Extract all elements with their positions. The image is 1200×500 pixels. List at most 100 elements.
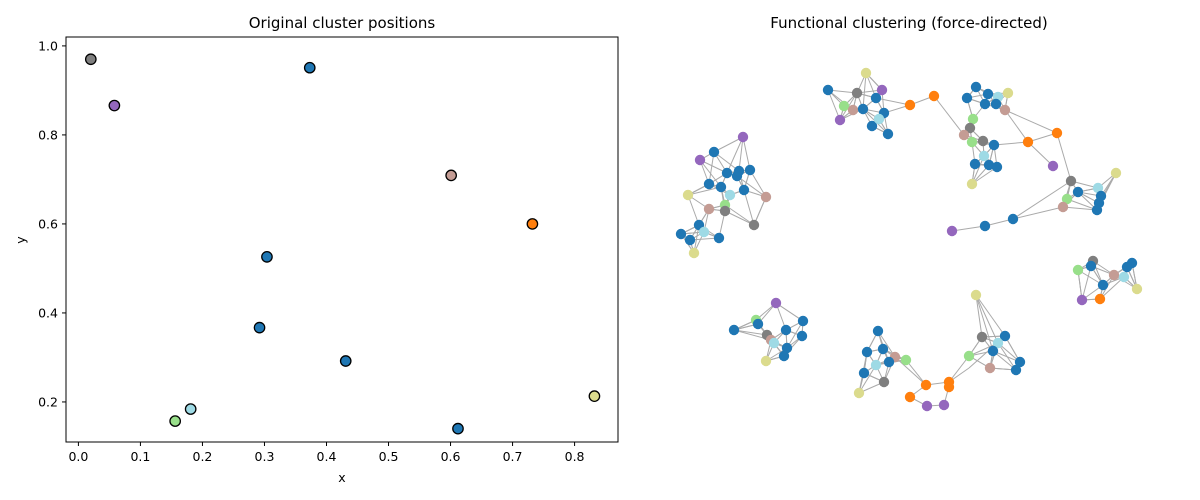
scatter-point — [253, 321, 266, 334]
network-edge — [1099, 276, 1125, 300]
network-node — [713, 232, 725, 244]
x-tick-label: 0.6 — [441, 449, 461, 464]
network-node — [1110, 167, 1122, 179]
network-node — [928, 90, 940, 102]
network-node — [870, 92, 882, 104]
network-node — [688, 247, 700, 259]
network-node — [970, 81, 982, 93]
network-edge — [1004, 109, 1029, 143]
network-node — [853, 387, 865, 399]
network-node — [781, 342, 793, 354]
network-edge — [933, 95, 965, 136]
network-edge — [894, 356, 927, 386]
network-node — [992, 337, 1004, 349]
network-node — [703, 178, 715, 190]
network-node — [1131, 283, 1143, 295]
scatter-title: Original cluster positions — [249, 14, 436, 32]
network-node — [760, 355, 772, 367]
scatter-point — [169, 415, 182, 427]
network-edge — [736, 175, 767, 198]
scatter-point — [108, 99, 121, 112]
network-node — [872, 325, 884, 337]
y-tick-label: 0.4 — [38, 305, 58, 320]
network-edge — [1012, 180, 1072, 220]
network-node — [703, 203, 715, 215]
network-node — [738, 184, 750, 196]
network-edge — [726, 136, 744, 174]
network-node — [768, 337, 780, 349]
network-nodes — [675, 67, 1143, 412]
network-edge — [968, 342, 999, 357]
scatter-point — [261, 251, 273, 263]
network-node — [946, 225, 958, 237]
network-node — [860, 67, 872, 79]
network-node — [1065, 175, 1077, 187]
scatter-point — [339, 355, 352, 367]
network-edge — [733, 329, 768, 336]
network-node — [778, 350, 790, 362]
network-node — [1072, 186, 1084, 198]
network-node — [988, 139, 1000, 151]
y-tick-label: 0.6 — [38, 216, 58, 231]
network-node — [861, 346, 873, 358]
network-edge — [905, 359, 927, 386]
network-node — [1097, 279, 1109, 291]
network-node — [1091, 204, 1103, 216]
network-node — [698, 226, 710, 238]
network-node — [870, 359, 882, 371]
network-edge — [858, 364, 877, 394]
network-node — [943, 381, 955, 393]
network-node — [961, 92, 973, 104]
network-node — [982, 88, 994, 100]
network-edge — [775, 302, 804, 322]
x-tick-label: 0.0 — [68, 449, 88, 464]
network-node — [1002, 87, 1014, 99]
network-node — [904, 99, 916, 111]
network-node — [684, 234, 696, 246]
network-node — [748, 219, 760, 231]
network-edge — [827, 89, 841, 121]
network-edge — [1004, 109, 1058, 134]
network-edge — [1062, 206, 1098, 211]
network-edge — [687, 194, 700, 226]
network-edge — [724, 204, 755, 226]
network-node — [780, 324, 792, 336]
network-node — [1072, 264, 1084, 276]
network-edge — [975, 294, 999, 344]
network-node — [979, 98, 991, 110]
network-node — [1092, 182, 1104, 194]
network-node — [675, 228, 687, 240]
network-edge — [1081, 265, 1092, 301]
network-node — [958, 129, 970, 141]
network-node — [999, 330, 1011, 342]
network-node — [1108, 269, 1120, 281]
network-edge — [1056, 132, 1072, 182]
network-node — [987, 345, 999, 357]
network-node — [752, 318, 764, 330]
scatter-plot-area — [65, 36, 619, 443]
x-tick-label: 0.5 — [379, 449, 399, 464]
network-node — [969, 158, 981, 170]
network-edge — [713, 136, 744, 153]
network-node — [744, 164, 756, 176]
network-edge — [862, 72, 867, 110]
network-node — [708, 146, 720, 158]
network-node — [984, 362, 996, 374]
network-panel: Functional clustering (force-directed) — [675, 14, 1143, 412]
network-node — [1010, 364, 1022, 376]
network-node — [904, 391, 916, 403]
network-node — [719, 205, 731, 217]
network-node — [883, 356, 895, 368]
scatter-panel: Original cluster positions 0.0 0.1 0.2 0.3 0… — [13, 14, 619, 485]
network-node — [963, 350, 975, 362]
scatter-point — [303, 61, 316, 74]
network-node — [847, 104, 859, 116]
y-axis-ticks: 0.2 0.4 0.6 0.8 1.0 — [38, 38, 66, 409]
network-edge — [875, 97, 911, 106]
network-edge — [975, 294, 983, 338]
network-node — [920, 379, 932, 391]
network-node — [970, 289, 982, 301]
network-node — [966, 178, 978, 190]
network-node — [900, 354, 912, 366]
network-node — [882, 128, 894, 140]
